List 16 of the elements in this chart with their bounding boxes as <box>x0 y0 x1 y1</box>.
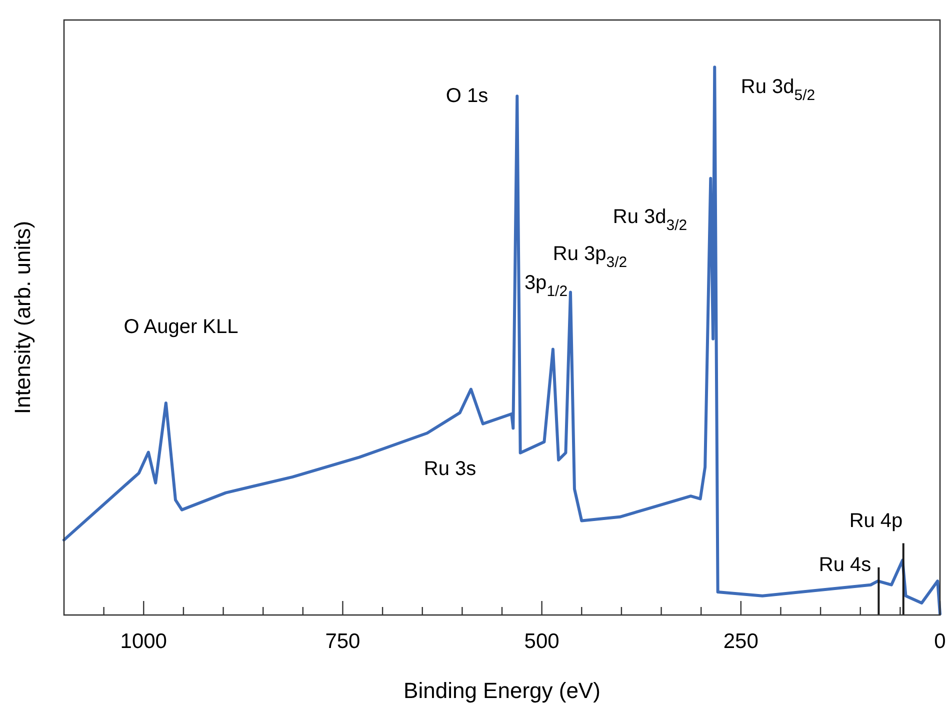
annotation: Ru 4s <box>818 554 872 576</box>
annotation: Ru 4p <box>849 510 903 532</box>
x-tick-label: 0 <box>934 630 946 653</box>
annotation: O Auger KLL <box>124 316 238 338</box>
annotation: 3p$_{1/2}$ <box>524 272 568 300</box>
y-axis-title: Intensity (arb. units) <box>10 220 35 414</box>
x-axis-title: Binding Energy (eV) <box>404 678 600 703</box>
x-tick-label: 1000 <box>120 630 167 653</box>
annotation: Ru 3s <box>424 458 476 480</box>
x-tick-label: 750 <box>325 630 360 653</box>
annotation: Ru 3p$_{3/2}$ <box>552 243 628 272</box>
annotation: O 1s <box>446 85 488 108</box>
x-tick-label: 500 <box>524 630 560 653</box>
annotation: Ru 3d$_{3/2}$ <box>612 206 688 234</box>
x-tick-label: 250 <box>723 630 758 653</box>
annotation: Ru 3d$_{5/2}$ <box>740 76 816 104</box>
